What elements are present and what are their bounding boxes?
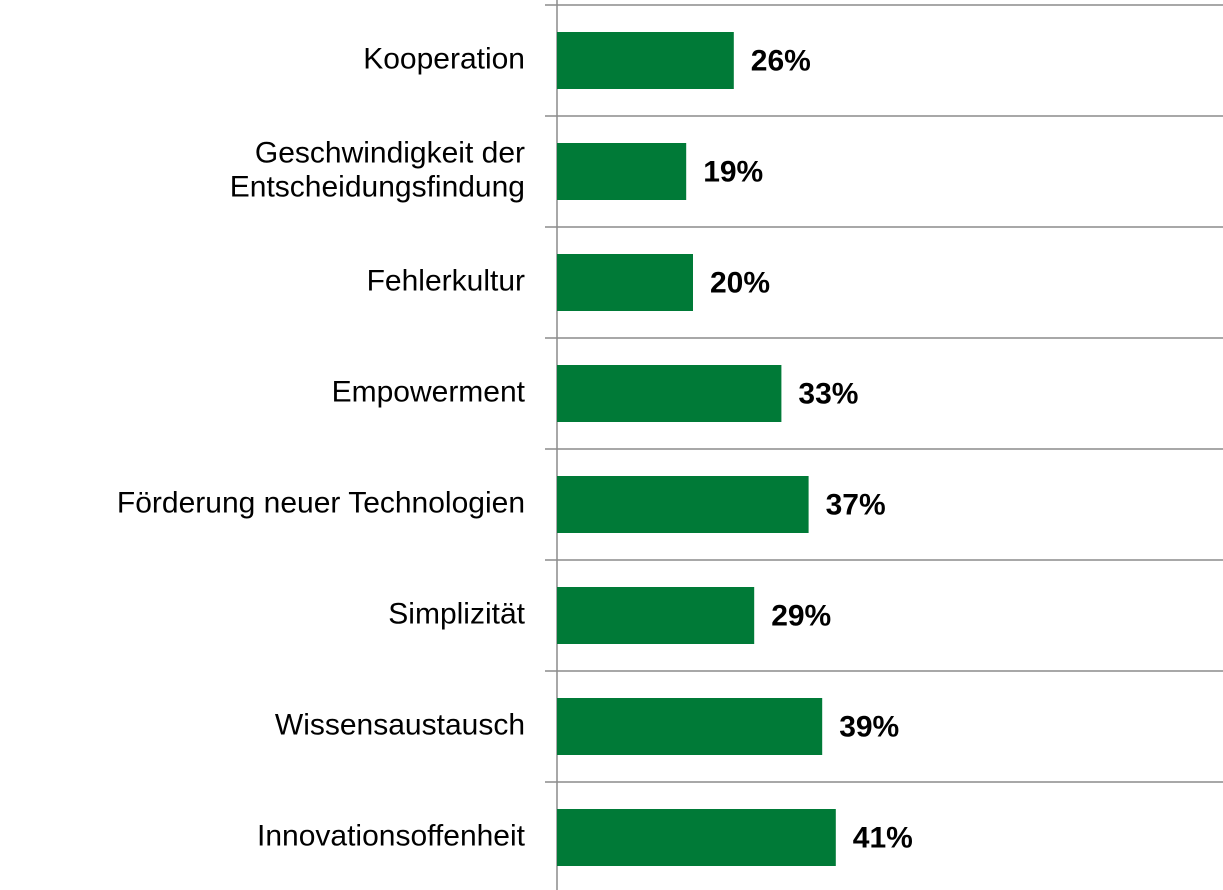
value-label: 41% <box>853 821 913 854</box>
bar <box>557 698 823 755</box>
bar <box>557 32 734 89</box>
value-label: 33% <box>798 377 858 410</box>
category-label: Förderung neuer Technologien <box>117 486 525 519</box>
category-label: Empowerment <box>332 375 526 408</box>
bar <box>557 365 782 422</box>
category-label-line: Geschwindigkeit der <box>255 136 525 169</box>
value-label: 19% <box>703 155 763 188</box>
bar <box>557 809 836 866</box>
category-label: Fehlerkultur <box>367 264 525 297</box>
value-label: 29% <box>771 599 831 632</box>
value-label: 20% <box>710 266 770 299</box>
category-label: Kooperation <box>363 42 525 75</box>
bar <box>557 476 809 533</box>
bar <box>557 143 687 200</box>
value-label: 26% <box>751 44 811 77</box>
category-label: Simplizität <box>388 597 525 630</box>
value-label: 39% <box>839 710 899 743</box>
category-label: Innovationsoffenheit <box>257 819 526 852</box>
category-label-line: Entscheidungsfindung <box>230 170 525 203</box>
category-label: Wissensaustausch <box>275 708 525 741</box>
value-label: 37% <box>826 488 886 521</box>
bar <box>557 254 693 311</box>
bar <box>557 587 755 644</box>
category-label: Geschwindigkeit der Entscheidungsfindung <box>230 136 525 203</box>
